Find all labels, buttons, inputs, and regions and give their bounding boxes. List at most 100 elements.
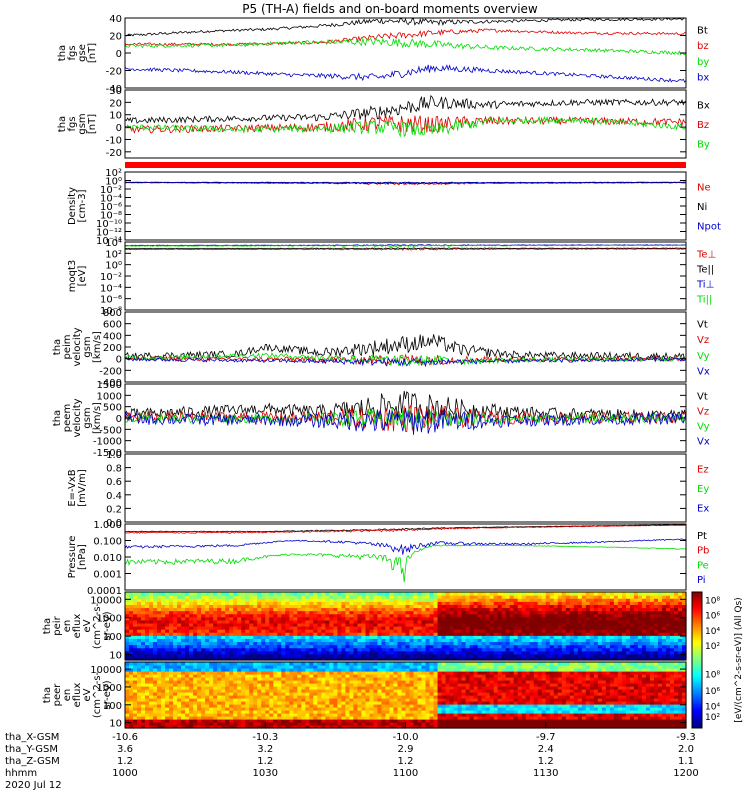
- spectrogram-cell: [365, 592, 370, 596]
- spectrogram-cell: [534, 592, 539, 596]
- spectrogram-cell: [261, 592, 266, 596]
- spectrogram-cell: [365, 662, 370, 666]
- y-tick-label: 0.2: [106, 504, 122, 515]
- spectrogram-cell: [173, 662, 178, 666]
- spectrogram-cell: [406, 592, 411, 596]
- spectrogram-cell: [289, 662, 294, 666]
- y-tick-label: -200: [99, 366, 122, 377]
- spectrogram-cell: [181, 592, 186, 596]
- spectrogram-cell: [458, 592, 463, 596]
- spectrogram-cell: [145, 662, 150, 666]
- spectrogram-cell: [329, 662, 334, 666]
- spectrogram-cell: [341, 592, 346, 596]
- y-tick-label: 10²: [105, 249, 122, 260]
- legend-entry: Ni: [697, 202, 707, 213]
- y-tick-label: 200: [103, 343, 122, 354]
- legend-entry: Ne: [697, 183, 711, 194]
- series-line-fgs_gsm: [125, 117, 686, 136]
- spectrogram-cell: [514, 592, 519, 596]
- legend-entry: Pi: [697, 575, 706, 586]
- spectrogram-cell: [209, 662, 214, 666]
- spectrogram-cell: [173, 592, 178, 596]
- spectrogram-cell: [245, 592, 250, 596]
- y-tick-label: 0.4: [106, 491, 122, 502]
- spectrogram-cell: [269, 662, 274, 666]
- spectrogram-cell: [502, 592, 507, 596]
- y-tick-label: 40: [109, 14, 122, 25]
- spectrogram-cell: [478, 592, 483, 596]
- panel-frame: [125, 524, 686, 590]
- legend-entry: Vz: [697, 335, 709, 346]
- spectrogram-cell: [381, 662, 386, 666]
- spectrogram-cell: [373, 662, 378, 666]
- spectrogram-cell: [205, 662, 210, 666]
- spectrogram-cell: [205, 592, 210, 596]
- spectrogram-cell: [369, 592, 374, 596]
- spectrogram-cell: [498, 592, 503, 596]
- spectrogram-cell: [506, 592, 511, 596]
- spectrogram-cell: [209, 592, 214, 596]
- spectrogram-cell: [389, 592, 394, 596]
- spectrogram-cell: [161, 662, 166, 666]
- spectrogram-cell: [241, 592, 246, 596]
- spectrogram-cell: [482, 592, 487, 596]
- spectrogram-cell: [241, 662, 246, 666]
- spectrogram-cell: [566, 592, 571, 596]
- spectrogram-cell: [638, 592, 643, 596]
- legend-entry: Ey: [697, 484, 709, 495]
- spectrogram-cell: [357, 592, 362, 596]
- spectrogram-cell: [329, 592, 334, 596]
- spectrogram-cell: [313, 662, 318, 666]
- legend-entry: Vx: [697, 366, 710, 377]
- legend-entry: Vy: [697, 351, 710, 362]
- legend-entry: Bz: [697, 120, 709, 131]
- spectrogram-cell: [626, 592, 631, 596]
- spectrogram-cell: [201, 662, 206, 666]
- spectrogram-cell: [662, 592, 667, 596]
- spectrogram-cell: [197, 592, 202, 596]
- spectrogram-cell: [285, 662, 290, 666]
- y-tick-label: 0: [116, 414, 122, 425]
- panel-pressure: 1.0000.1000.0100.0010.0001Pressure[nPa]P…: [67, 520, 709, 597]
- spectrogram-cell: [225, 592, 230, 596]
- spectrogram-cell: [650, 592, 655, 596]
- legend-entry: Ez: [697, 465, 709, 476]
- spectrogram-cell: [401, 662, 406, 666]
- spectrogram-cell: [249, 592, 254, 596]
- series-line-pressure: [125, 525, 686, 533]
- spectrogram-cell: [562, 592, 567, 596]
- y-tick-label: 30: [109, 86, 122, 97]
- spectrogram-cell: [353, 592, 358, 596]
- spectrogram-cell: [169, 592, 174, 596]
- y-axis-label: [km/s]: [92, 331, 103, 363]
- spectrogram-cell: [321, 592, 326, 596]
- spectrogram-cell: [245, 662, 250, 666]
- spectrogram-cell: [149, 662, 154, 666]
- spectrogram-cell: [125, 662, 130, 666]
- spectrogram-cell: [301, 662, 306, 666]
- spectrogram-cell: [618, 592, 623, 596]
- spectrogram-cell: [558, 592, 563, 596]
- spectrogram-cell: [265, 662, 270, 666]
- spectrogram-cell: [137, 592, 142, 596]
- spectrogram-cell: [586, 592, 591, 596]
- spectrogram-cell: [317, 592, 322, 596]
- spectrogram-cell: [261, 662, 266, 666]
- spectrogram-cell: [377, 592, 382, 596]
- spectrogram-cell: [277, 592, 282, 596]
- spectrogram-cell: [393, 662, 398, 666]
- spectrogram-cell: [221, 592, 226, 596]
- spectrogram-cell: [133, 662, 138, 666]
- y-tick-label: 10⁻²: [100, 272, 122, 283]
- spectrogram-cell: [193, 662, 198, 666]
- spectrogram-cell: [229, 662, 234, 666]
- y-tick-label: 20: [109, 98, 122, 109]
- spectrogram-cell: [141, 662, 146, 666]
- legend-entry: Ti⊥: [696, 280, 714, 291]
- spectrogram-cell: [321, 662, 326, 666]
- spectrogram-cell: [293, 662, 298, 666]
- spectrogram-cell: [666, 592, 671, 596]
- legend-entry: Vy: [697, 422, 710, 433]
- legend-entry: Bx: [697, 101, 710, 112]
